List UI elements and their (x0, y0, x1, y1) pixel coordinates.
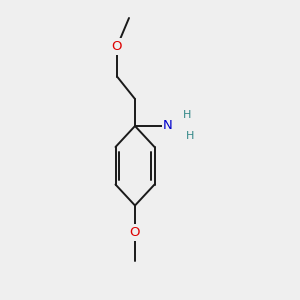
Text: O: O (112, 40, 122, 53)
Text: H: H (185, 131, 194, 141)
Text: O: O (130, 226, 140, 239)
Text: H: H (182, 110, 191, 120)
Text: N: N (163, 119, 173, 133)
